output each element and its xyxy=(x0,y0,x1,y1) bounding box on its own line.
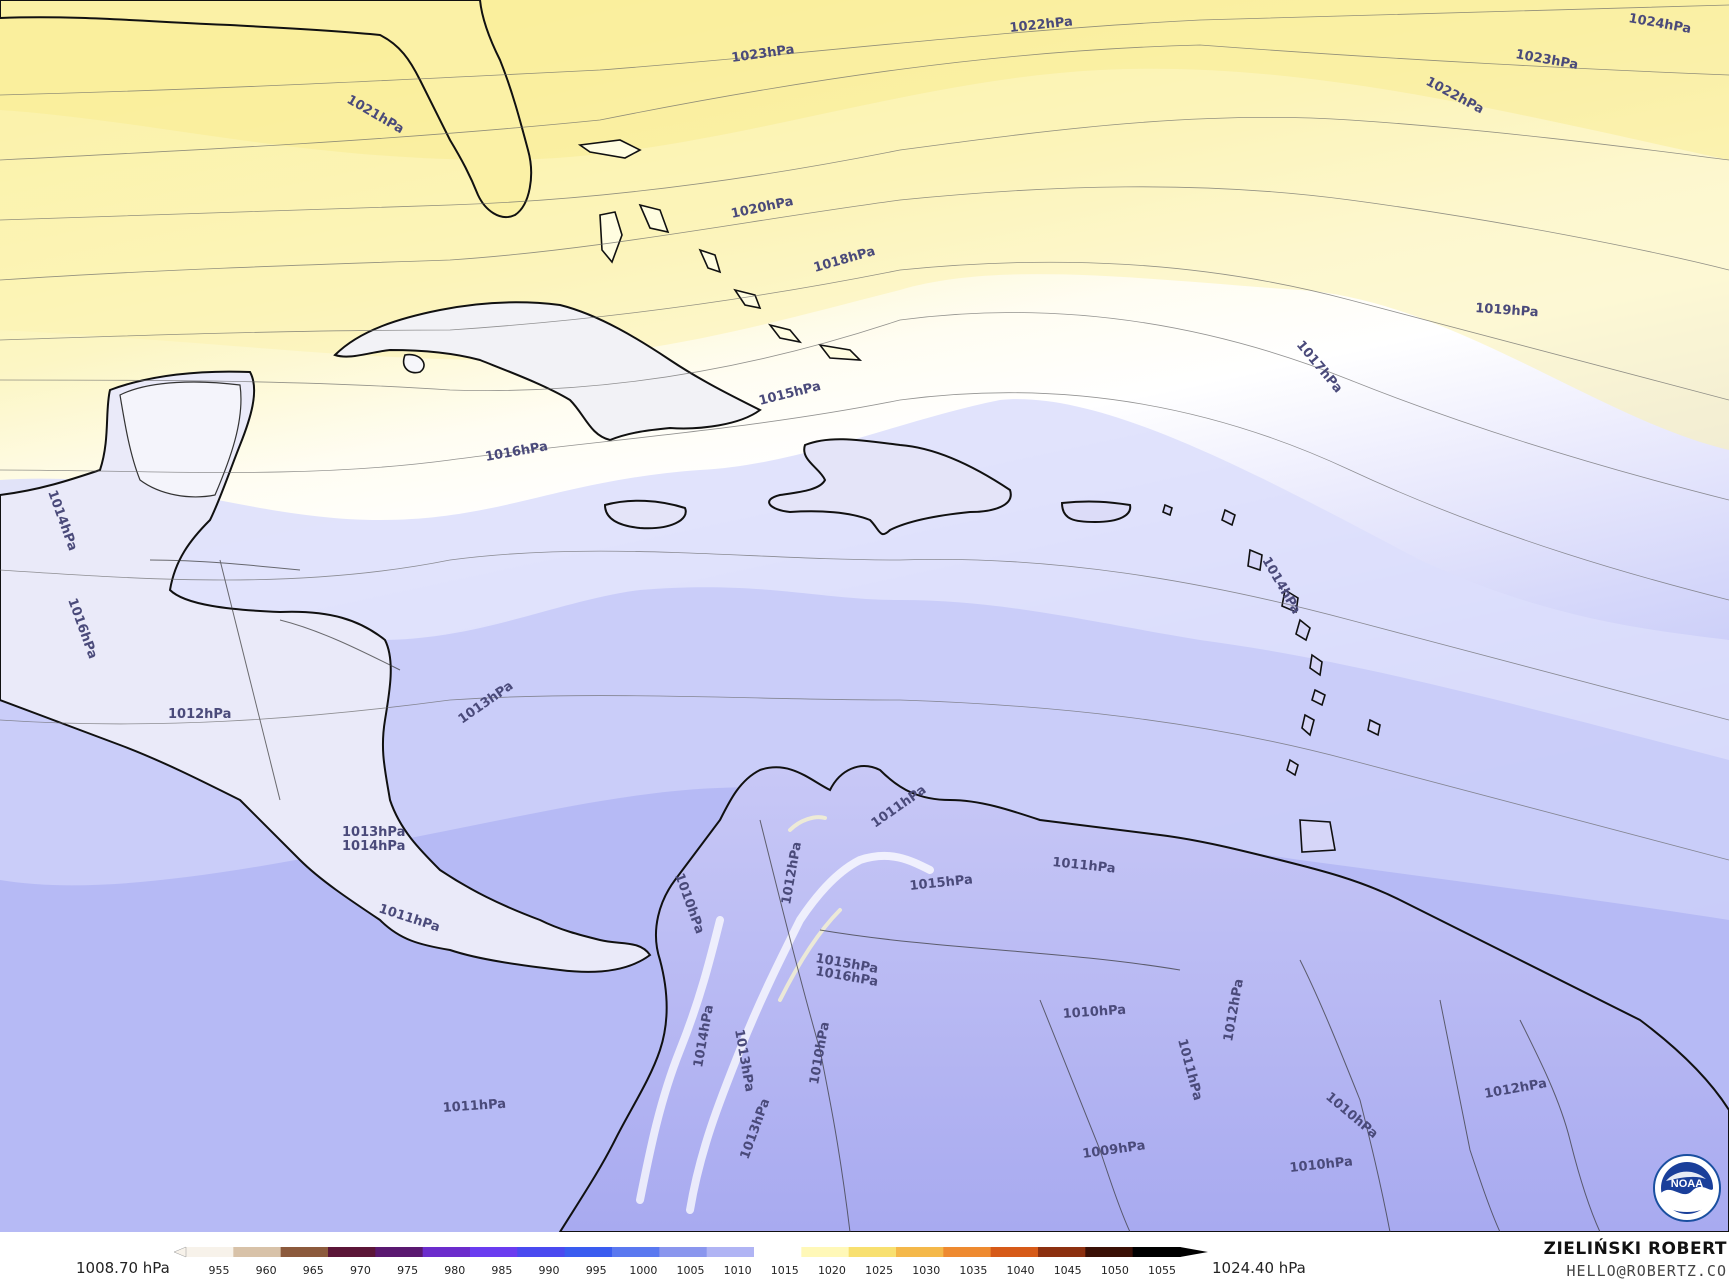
color-scale-segment xyxy=(517,1247,566,1257)
legend-bar xyxy=(0,1232,1729,1287)
isobar-lines xyxy=(0,4,1729,861)
color-scale-tick-label: 1005 xyxy=(677,1264,705,1277)
color-scale-segment xyxy=(659,1247,708,1257)
florida-landmass xyxy=(0,0,533,218)
isobar-label: 1013hPa xyxy=(342,825,405,840)
south-america-landmass xyxy=(558,765,1729,1232)
lesser-antilles xyxy=(1162,503,1381,853)
color-scale-segment xyxy=(375,1247,424,1257)
isobar-label: 1010hPa xyxy=(1289,1154,1354,1176)
color-scale-segment xyxy=(848,1247,897,1257)
color-scale-tick-label: 1015 xyxy=(771,1264,799,1277)
color-scale-tick-label: 980 xyxy=(444,1264,465,1277)
jamaica-island xyxy=(603,499,687,530)
color-scale-tick-label: 985 xyxy=(491,1264,512,1277)
isobar-label: 1010hPa xyxy=(1062,1003,1126,1022)
color-scale-tick-label: 965 xyxy=(303,1264,324,1277)
bahamas-islands xyxy=(577,139,863,361)
color-scale-tick-label: 990 xyxy=(539,1264,560,1277)
yucatan-peninsula xyxy=(119,381,242,498)
color-scale-segment xyxy=(943,1247,992,1257)
color-scale-segment xyxy=(1132,1247,1181,1257)
color-scale-segment xyxy=(186,1247,234,1257)
color-scale-tick-label: 1045 xyxy=(1054,1264,1082,1277)
noaa-logo: NOAA xyxy=(1653,1154,1721,1222)
color-scale-tick-label: 995 xyxy=(586,1264,607,1277)
color-scale-segment xyxy=(612,1247,660,1257)
color-scale-tick-label: 1035 xyxy=(959,1264,987,1277)
color-scale-segments xyxy=(186,1247,1181,1257)
andes-peaks xyxy=(778,815,842,1002)
color-scale-tick-label: 955 xyxy=(209,1264,230,1277)
color-scale-tick-label: 1010 xyxy=(724,1264,752,1277)
color-scale-right-arrow xyxy=(1180,1247,1208,1257)
color-scale-segment xyxy=(896,1247,944,1257)
country-borders xyxy=(149,559,1601,1232)
pressure-map[interactable]: 1024hPa 1023hPa 1022hPa 1023hPa 1022hPa … xyxy=(0,0,1729,1232)
isobar-label: 1011hPa xyxy=(442,1097,506,1116)
color-scale-ticks: 955 960 965 970 975 980 985 990 995 1000 1005 1010 1… xyxy=(209,1264,1177,1277)
isobar-label: 1012hPa xyxy=(168,707,231,722)
noaa-logo-text: NOAA xyxy=(1671,1178,1703,1190)
isobar-label: 1011hPa xyxy=(1052,855,1117,877)
isla-juventud xyxy=(402,353,425,374)
color-scale-segment xyxy=(422,1247,471,1257)
color-scale-tick-label: 960 xyxy=(256,1264,277,1277)
central-america-landmass xyxy=(0,370,652,973)
map-canvas: 1024hPa 1023hPa 1022hPa 1023hPa 1022hPa … xyxy=(0,0,1729,1232)
color-scale-segment xyxy=(754,1247,802,1257)
color-scale-segment xyxy=(1085,1247,1134,1257)
puerto-rico-island xyxy=(1060,500,1132,524)
color-scale-tick-label: 975 xyxy=(397,1264,418,1277)
color-scale-tick-label: 1055 xyxy=(1148,1264,1176,1277)
color-scale-left-arrow xyxy=(173,1246,187,1258)
cuba-island xyxy=(333,301,762,442)
color-scale-segment xyxy=(233,1247,282,1257)
color-scale-segment xyxy=(801,1247,850,1257)
color-scale-tick-label: 970 xyxy=(350,1264,371,1277)
color-scale-segment xyxy=(706,1247,755,1257)
author-contact[interactable]: HELLO@ROBERTZ.CO xyxy=(1566,1262,1727,1280)
color-scale-tick-label: 1050 xyxy=(1101,1264,1129,1277)
color-scale-segment xyxy=(470,1247,518,1257)
color-scale-tick-label: 1000 xyxy=(629,1264,657,1277)
isobar-label: 1014hPa xyxy=(342,839,405,854)
color-scale-segment xyxy=(280,1247,329,1257)
isobar-label: 1022hPa xyxy=(1009,14,1074,36)
color-scale-segment xyxy=(564,1247,613,1257)
range-min-label: 1008.70 hPa xyxy=(76,1259,170,1277)
color-scale-tick-label: 1025 xyxy=(865,1264,893,1277)
color-scale-segment xyxy=(1038,1247,1086,1257)
color-scale-bar: 955 960 965 970 975 980 985 990 995 1000 1005 1010 1… xyxy=(173,1246,1208,1277)
color-scale-segment xyxy=(328,1247,376,1257)
range-max-label: 1024.40 hPa xyxy=(1212,1259,1306,1277)
color-scale-segment xyxy=(990,1247,1039,1257)
isobar-label: 1019hPa xyxy=(1475,301,1539,320)
color-scale-tick-label: 1020 xyxy=(818,1264,846,1277)
color-scale-tick-label: 1030 xyxy=(912,1264,940,1277)
color-scale-tick-label: 1040 xyxy=(1007,1264,1035,1277)
author-name: ZIELIŃSKI ROBERT xyxy=(1543,1239,1727,1259)
isobar-label: 1015hPa xyxy=(909,872,974,894)
hispaniola-island xyxy=(768,438,1012,536)
